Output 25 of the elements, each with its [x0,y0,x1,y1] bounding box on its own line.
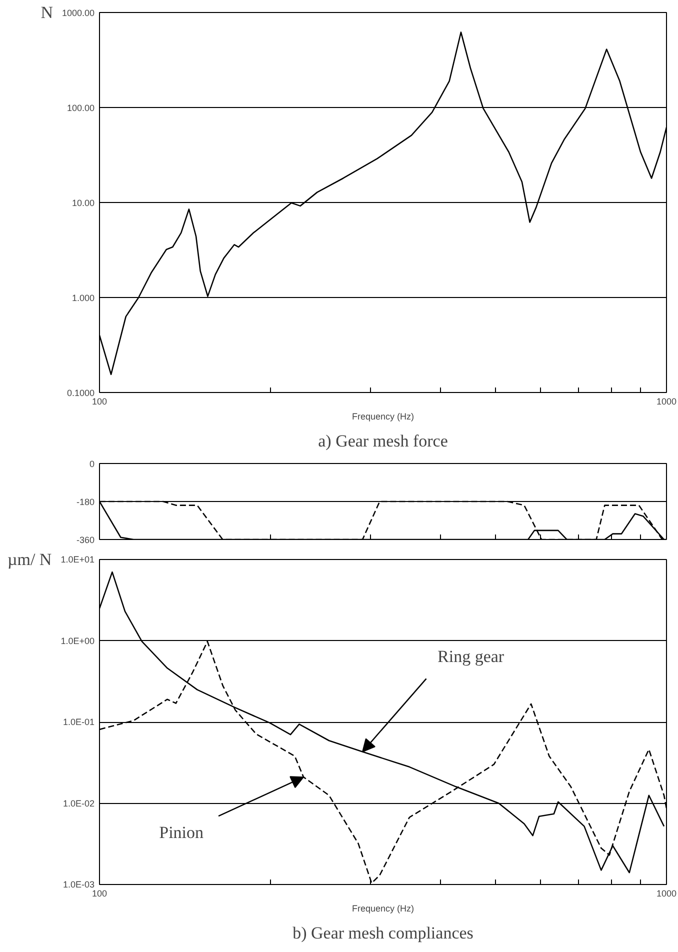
x-axis-title: Frequency (Hz) [352,412,414,422]
y-tick-label: 0.1000 [66,388,95,398]
y-tick-label: 1.0E+01 [60,554,94,564]
y-tick-label: 100.00 [66,103,95,113]
text: b) Gear mesh compliances [292,924,474,942]
annotation: Ring gear [438,646,504,666]
y-tick-label: 10.00 [72,198,95,208]
y-axis-title: µm/ N [7,550,52,569]
annotation: Pinion [159,822,204,842]
x-tick-label: 100 [92,396,108,406]
y-axis-title: N [40,3,53,22]
y-tick-label: 1.0E+00 [60,636,94,646]
y-tick-label: 1000.00 [62,8,95,18]
y-tick-label: -360 [76,535,94,545]
y-tick-label: 1.0E-01 [62,717,95,727]
y-tick-label: 0 [89,459,95,469]
x-tick-label: 100 [92,888,108,898]
x-axis-title: Frequency (Hz) [352,904,414,914]
text: a) Gear mesh force [318,432,448,450]
y-tick-label: -180 [76,497,94,507]
x-tick-label: 1000 [656,888,677,898]
y-tick-label: 1.0E-03 [62,880,95,890]
y-tick-label: 1.000 [72,293,95,303]
y-tick-label: 1.0E-02 [62,798,95,808]
x-tick-label: 1000 [656,396,677,406]
